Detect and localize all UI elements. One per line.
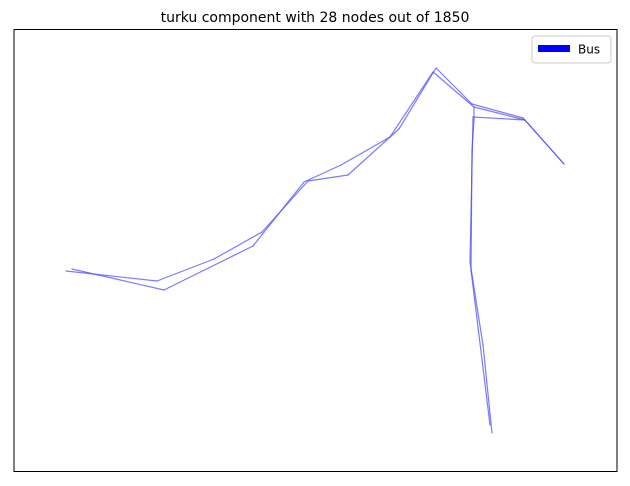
network-edge-n4-n6: [163, 245, 254, 291]
network-edges: [65, 67, 565, 434]
plot-area: [13, 29, 618, 472]
network-edge-n1-n3: [65, 270, 158, 282]
network-edge-n14-n17: [432, 71, 475, 108]
network-edge-n17-n20: [473, 106, 526, 121]
network-edge-n13-n15: [398, 67, 437, 130]
network-edge-n25-n27: [482, 344, 493, 434]
network-edge-n28-n22: [471, 119, 475, 151]
legend: Bus: [531, 35, 612, 64]
network-edge-n20-n21: [524, 119, 565, 165]
network-edge-n3-n5: [156, 258, 215, 282]
network-edge-n24-n26: [470, 269, 491, 426]
network-edge-n2-n4: [71, 268, 165, 291]
network-edge-n6-n8: [252, 181, 305, 247]
network-edge-n10-n12: [340, 136, 391, 166]
network-edge-n18-n20: [472, 116, 526, 121]
network-edge-n15-n16: [435, 67, 473, 105]
figure-title: turku component with 28 nodes out of 185…: [161, 10, 470, 26]
network-edge-n9-n11: [307, 174, 349, 182]
network-edge-n5-n7: [213, 231, 263, 260]
network-edge-n8-n10: [303, 164, 342, 183]
legend-swatch-bus: [538, 45, 570, 52]
network-edge-n22-n24: [470, 149, 473, 271]
network-edge-n12-n14: [389, 71, 434, 138]
legend-frame: [531, 35, 612, 64]
plot-frame: [13, 29, 618, 472]
network-edge-n16-n19: [471, 103, 524, 119]
legend-label-bus: Bus: [578, 43, 600, 57]
